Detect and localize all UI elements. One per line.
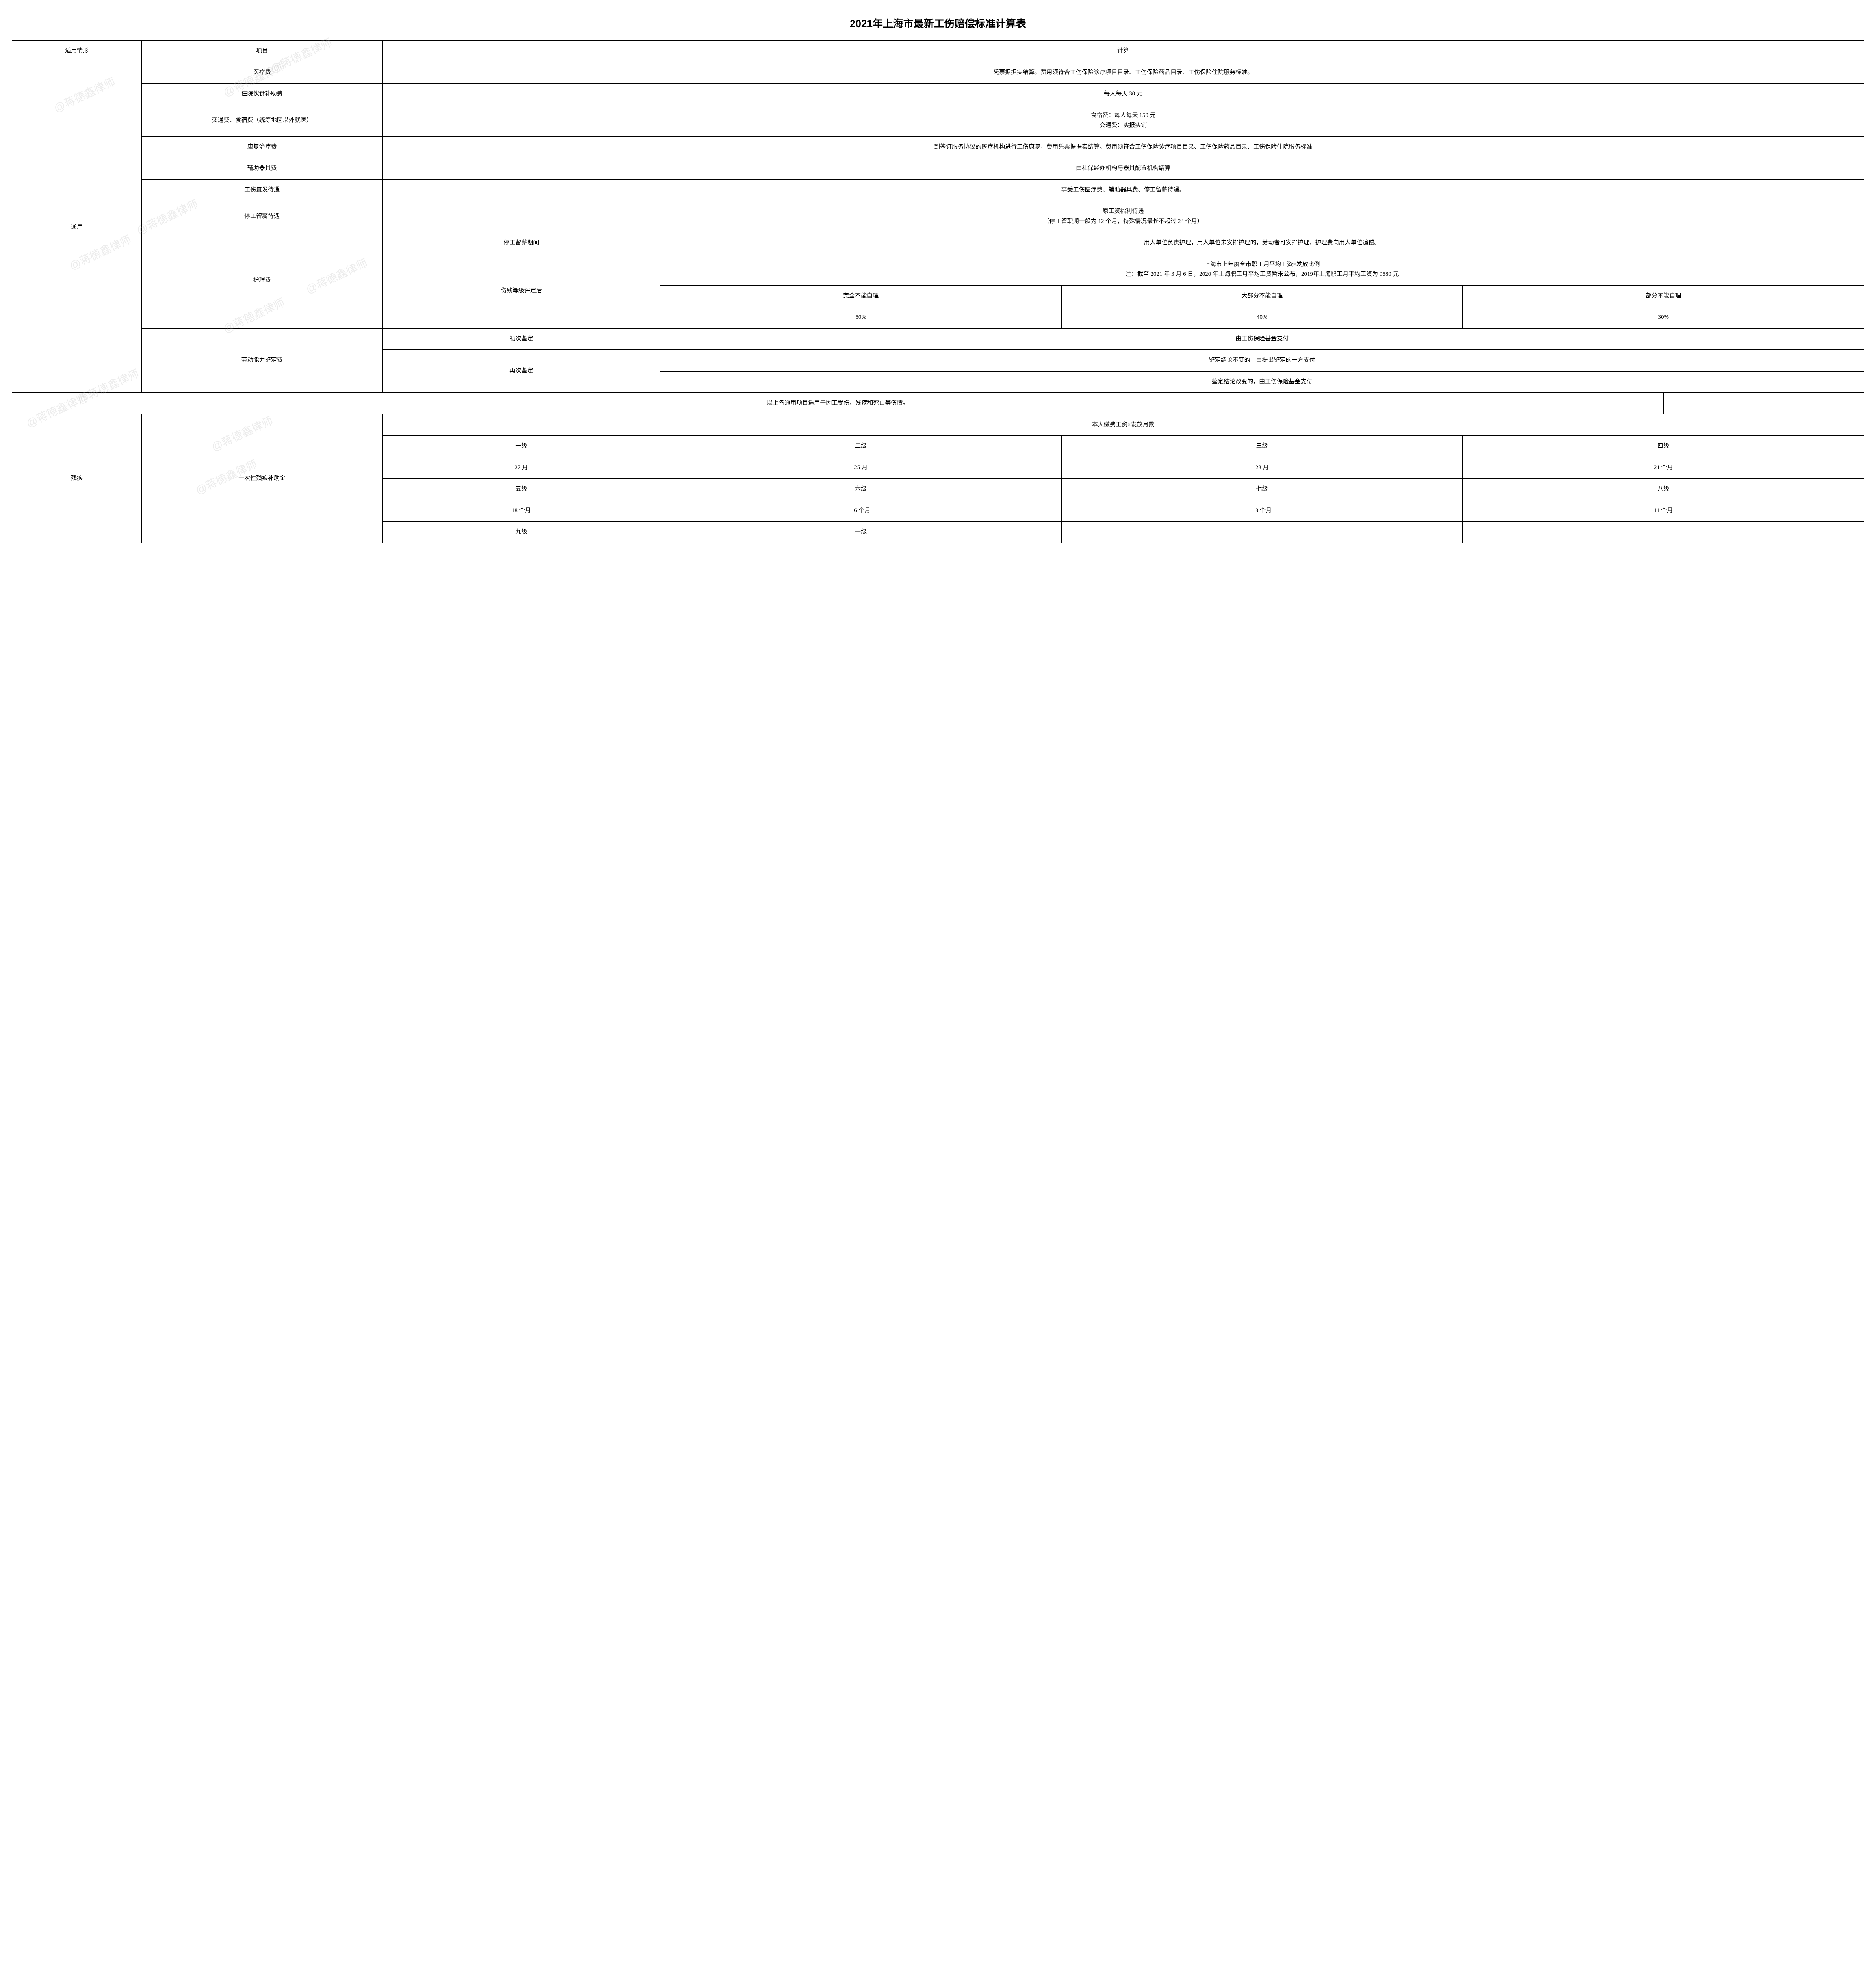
table-row: 辅助器具费 由社保经办机构与器具配置机构结算 (12, 158, 1864, 180)
disability-label: 残疾 (12, 414, 142, 543)
appraisal-again-calc1: 鉴定结论不变的，由提出鉴定的一方支付 (660, 350, 1864, 372)
item-stop-work: 停工留薪待遇 (142, 201, 383, 232)
nursing-pct-full: 50% (660, 307, 1062, 329)
item-hospital-meal: 住院伙食补助费 (142, 84, 383, 105)
item-assist-device: 辅助器具费 (142, 158, 383, 180)
months-3: 23 月 (1061, 457, 1463, 479)
item-rehab: 康复治疗费 (142, 136, 383, 158)
table-row: 住院伙食补助费 每人每天 30 元 (12, 84, 1864, 105)
item-nursing: 护理费 (142, 232, 383, 329)
table-row: 残疾 一次性残疾补助金 本人缴费工资×发放月数 (12, 414, 1864, 436)
nursing-pct-part: 30% (1463, 307, 1864, 329)
calc-rehab: 到签订服务协议的医疗机构进行工伤康复，费用凭票据据实结算。费用须符合工伤保险诊疗… (383, 136, 1864, 158)
disability-formula: 本人缴费工资×发放月数 (383, 414, 1864, 436)
item-transport: 交通费、食宿费（统筹地区以外就医） (142, 105, 383, 136)
header-situation: 适用情形 (12, 41, 142, 62)
calc-recurrence: 享受工伤医疗费、辅助器具费、停工留薪待遇。 (383, 179, 1864, 201)
table-row: 护理费 停工留薪期间 用人单位负责护理，用人单位未安排护理的，劳动者可安排护理，… (12, 232, 1864, 254)
table-row: 工伤复发待遇 享受工伤医疗费、辅助器具费、停工留薪待遇。 (12, 179, 1864, 201)
grade-6: 六级 (660, 479, 1062, 500)
grade-9: 九级 (383, 522, 660, 543)
nursing-level-most: 大部分不能自理 (1061, 285, 1463, 307)
grade-5: 五级 (383, 479, 660, 500)
grade-8: 八级 (1463, 479, 1864, 500)
months-4: 21 个月 (1463, 457, 1864, 479)
table-row: 停工留薪待遇 原工资福利待遇 （停工留职期一般为 12 个月，特殊情况最长不超过… (12, 201, 1864, 232)
table-row: 劳动能力鉴定费 初次鉴定 由工伤保险基金支付 (12, 328, 1864, 350)
calc-transport: 食宿费：每人每天 150 元 交通费：实报实销 (383, 105, 1864, 136)
item-appraisal: 劳动能力鉴定费 (142, 328, 383, 393)
table-row: 以上各通用项目适用于因工受伤、残疾和死亡等伤情。 (12, 393, 1864, 414)
grade-3: 三级 (1061, 436, 1463, 457)
general-label: 通用 (12, 62, 142, 393)
header-calc: 计算 (383, 41, 1864, 62)
months-2: 25 月 (660, 457, 1062, 479)
table-row: 交通费、食宿费（统筹地区以外就医） 食宿费：每人每天 150 元 交通费：实报实… (12, 105, 1864, 136)
nursing-period-calc: 用人单位负责护理，用人单位未安排护理的，劳动者可安排护理，护理费向用人单位追偿。 (660, 232, 1864, 254)
table-header-row: 适用情形 项目 计算 (12, 41, 1864, 62)
general-note: 以上各通用项目适用于因工受伤、残疾和死亡等伤情。 (12, 393, 1664, 414)
compensation-table: 适用情形 项目 计算 通用 医疗费 凭票据据实结算。费用须符合工伤保险诊疗项目目… (12, 40, 1864, 543)
empty-cell (1061, 522, 1463, 543)
item-recurrence: 工伤复发待遇 (142, 179, 383, 201)
months-5: 18 个月 (383, 500, 660, 522)
calc-assist-device: 由社保经办机构与器具配置机构结算 (383, 158, 1864, 180)
appraisal-again-label: 再次鉴定 (383, 350, 660, 393)
nursing-after-label: 伤残等级评定后 (383, 254, 660, 328)
appraisal-first-label: 初次鉴定 (383, 328, 660, 350)
grade-4: 四级 (1463, 436, 1864, 457)
page-title: 2021年上海市最新工伤赔偿标准计算表 (12, 16, 1864, 30)
header-item: 项目 (142, 41, 383, 62)
calc-stop-work: 原工资福利待遇 （停工留职期一般为 12 个月，特殊情况最长不超过 24 个月） (383, 201, 1864, 232)
appraisal-again-calc2: 鉴定结论改变的，由工伤保险基金支付 (660, 371, 1864, 393)
item-medical: 医疗费 (142, 62, 383, 84)
table-row: 康复治疗费 到签订服务协议的医疗机构进行工伤康复，费用凭票据据实结算。费用须符合… (12, 136, 1864, 158)
item-disability-allowance: 一次性残疾补助金 (142, 414, 383, 543)
nursing-pct-most: 40% (1061, 307, 1463, 329)
months-8: 11 个月 (1463, 500, 1864, 522)
appraisal-first-calc: 由工伤保险基金支付 (660, 328, 1864, 350)
empty-cell (1463, 522, 1864, 543)
table-row: 通用 医疗费 凭票据据实结算。费用须符合工伤保险诊疗项目目录、工伤保险药品目录、… (12, 62, 1864, 84)
nursing-after-calc: 上海市上年度全市职工月平均工资×发放比例 注：截至 2021 年 3 月 6 日… (660, 254, 1864, 285)
nursing-level-full: 完全不能自理 (660, 285, 1062, 307)
grade-7: 七级 (1061, 479, 1463, 500)
nursing-period-label: 停工留薪期间 (383, 232, 660, 254)
grade-10: 十级 (660, 522, 1062, 543)
months-7: 13 个月 (1061, 500, 1463, 522)
calc-hospital-meal: 每人每天 30 元 (383, 84, 1864, 105)
grade-2: 二级 (660, 436, 1062, 457)
calc-medical: 凭票据据实结算。费用须符合工伤保险诊疗项目目录、工伤保险药品目录、工伤保险住院服… (383, 62, 1864, 84)
nursing-level-part: 部分不能自理 (1463, 285, 1864, 307)
months-1: 27 月 (383, 457, 660, 479)
months-6: 16 个月 (660, 500, 1062, 522)
grade-1: 一级 (383, 436, 660, 457)
